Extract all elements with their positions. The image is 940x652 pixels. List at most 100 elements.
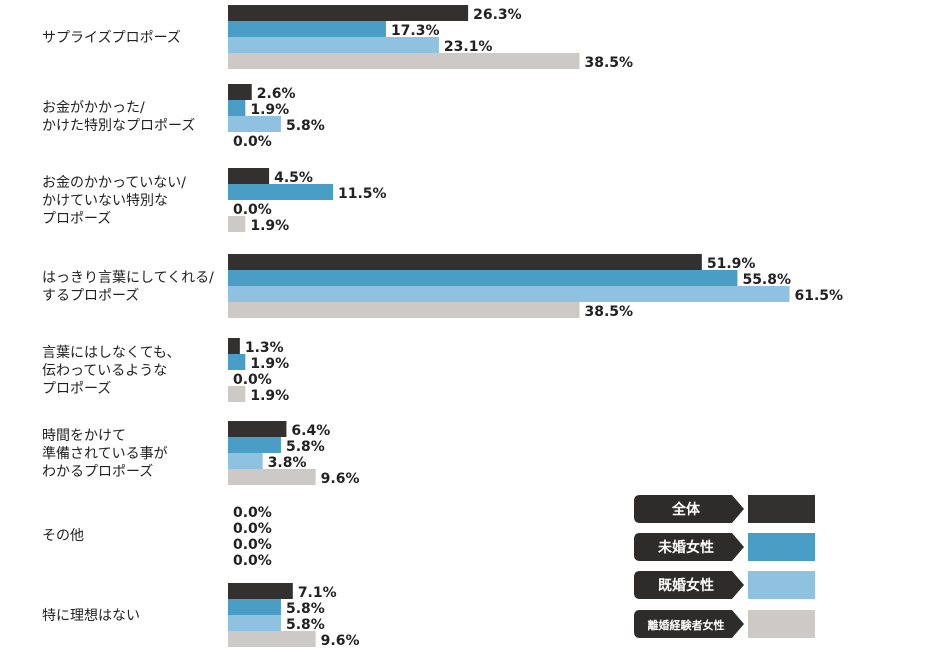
- bar: [228, 184, 333, 200]
- bar: [228, 168, 270, 184]
- value-label: 11.5%: [338, 186, 387, 202]
- category-label: 言葉にはしなくても、伝わっているようなプロポーズ: [42, 345, 180, 397]
- value-label: 1.3%: [245, 340, 284, 356]
- value-label: 38.5%: [585, 304, 634, 320]
- value-label: 0.0%: [233, 505, 272, 521]
- legend-item: 離婚経験者女性: [634, 610, 815, 638]
- value-label: 0.0%: [233, 553, 272, 569]
- value-labels: 26.3%17.3%23.1%38.5%2.6%1.9%5.8%0.0%4.5%…: [233, 7, 843, 649]
- category-label-line: かけていない特別な: [42, 193, 168, 209]
- legend-label: 離婚経験者女性: [648, 618, 725, 632]
- legend-tag: [634, 571, 744, 599]
- value-label: 55.8%: [742, 272, 791, 288]
- category-label-line: お金のかかっていない/: [42, 175, 186, 191]
- bar: [228, 615, 281, 631]
- value-label: 1.9%: [250, 218, 289, 234]
- legend-swatch: [748, 495, 815, 523]
- legend-item: 全体: [634, 495, 815, 523]
- category-label-line: 特に理想はない: [42, 608, 140, 624]
- legend-swatch: [748, 571, 815, 599]
- value-label: 23.1%: [444, 39, 493, 55]
- category-label-line: プロポーズ: [42, 381, 111, 397]
- bar: [228, 116, 281, 132]
- category-label: お金がかかった/かけた特別なプロポーズ: [42, 100, 195, 134]
- category-label-line: 時間をかけて: [42, 428, 126, 444]
- bar: [228, 37, 439, 53]
- value-label: 9.6%: [321, 471, 360, 487]
- legend-swatch: [748, 533, 815, 561]
- bar: [228, 302, 580, 318]
- legend-item: 未婚女性: [634, 533, 815, 561]
- legend-item: 既婚女性: [634, 571, 815, 599]
- value-label: 3.8%: [268, 455, 307, 471]
- value-label: 9.6%: [321, 633, 360, 649]
- value-label: 5.8%: [286, 601, 325, 617]
- bar: [228, 5, 469, 21]
- value-label: 0.0%: [233, 537, 272, 553]
- bar: [228, 599, 281, 615]
- value-label: 4.5%: [274, 170, 313, 186]
- legend-tag: [634, 533, 744, 561]
- legend-label: 既婚女性: [658, 577, 714, 594]
- value-label: 61.5%: [794, 288, 843, 304]
- category-label-line: するプロポーズ: [42, 288, 139, 304]
- bar: [228, 469, 316, 485]
- category-label-line: はっきり言葉にしてくれる/: [42, 270, 214, 286]
- value-label: 26.3%: [473, 7, 522, 23]
- bar: [228, 53, 580, 69]
- bar: [228, 421, 287, 437]
- category-label-line: かけた特別なプロポーズ: [42, 118, 195, 134]
- category-label-line: サプライズプロポーズ: [42, 30, 181, 46]
- category-label-line: 言葉にはしなくても、: [42, 345, 180, 361]
- value-label: 1.9%: [250, 102, 289, 118]
- category-label: 時間をかけて準備されている事がわかるプロポーズ: [42, 428, 168, 480]
- bar: [228, 270, 738, 286]
- bar: [228, 286, 790, 302]
- category-label-line: その他: [42, 528, 84, 544]
- value-label: 5.8%: [286, 118, 325, 134]
- category-label: その他: [42, 528, 84, 544]
- category-label-line: わかるプロポーズ: [42, 464, 153, 480]
- value-label: 5.8%: [286, 617, 325, 633]
- category-label-line: お金がかかった/: [42, 100, 145, 116]
- legend-swatch: [748, 610, 815, 638]
- bars: [228, 5, 790, 647]
- category-label-line: プロポーズ: [42, 211, 111, 227]
- category-label-line: 伝わっているような: [42, 363, 167, 379]
- value-label: 17.3%: [391, 23, 440, 39]
- bar: [228, 453, 263, 469]
- category-label: お金のかかっていない/かけていない特別なプロポーズ: [42, 175, 186, 227]
- value-label: 7.1%: [298, 585, 337, 601]
- value-label: 0.0%: [233, 202, 272, 218]
- category-label: はっきり言葉にしてくれる/するプロポーズ: [42, 270, 214, 304]
- bar: [228, 254, 702, 270]
- value-label: 2.6%: [257, 86, 296, 102]
- bar: [228, 216, 246, 232]
- bar: [228, 338, 240, 354]
- value-label: 6.4%: [291, 423, 330, 439]
- bar: [228, 354, 246, 370]
- value-label: 0.0%: [233, 372, 272, 388]
- category-label: サプライズプロポーズ: [42, 30, 181, 46]
- legend-tag: [634, 610, 744, 638]
- value-label: 51.9%: [707, 256, 756, 272]
- legend-label: 未婚女性: [658, 539, 714, 556]
- legend-label: 全体: [671, 501, 701, 518]
- value-label: 5.8%: [286, 439, 325, 455]
- bar: [228, 437, 281, 453]
- bar: [228, 84, 252, 100]
- category-label-line: 準備されている事が: [42, 446, 168, 462]
- category-label: 特に理想はない: [42, 608, 140, 624]
- legend-tag: [634, 495, 744, 523]
- category-labels: サプライズプロポーズお金がかかった/かけた特別なプロポーズお金のかかっていない/…: [42, 30, 214, 624]
- value-label: 1.9%: [250, 388, 289, 404]
- bar: [228, 583, 293, 599]
- value-label: 0.0%: [233, 521, 272, 537]
- bar: [228, 100, 246, 116]
- value-label: 38.5%: [585, 55, 634, 71]
- bar: [228, 631, 316, 647]
- value-label: 1.9%: [250, 356, 289, 372]
- bar: [228, 21, 386, 37]
